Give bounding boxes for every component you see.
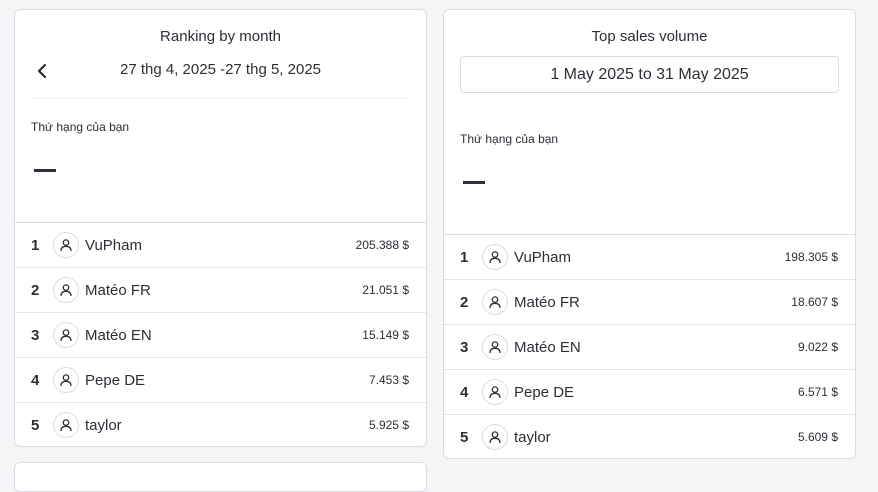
user-icon <box>60 374 72 387</box>
ranking-list: 1 VuPham 205.388 $ 2 Matéo FR 21.051 $ 3… <box>15 222 426 446</box>
table-row[interactable]: 2 Matéo FR 21.051 $ <box>15 268 426 313</box>
user-icon <box>489 341 501 354</box>
user-name: Pepe DE <box>85 371 146 389</box>
sales-amount: 15.149 $ <box>362 328 409 342</box>
user-name: VuPham <box>85 236 142 254</box>
top-sales-title: Top sales volume <box>591 28 708 45</box>
chevron-left-icon <box>37 63 47 79</box>
rank-number: 4 <box>460 383 469 401</box>
sales-amount: 5.925 $ <box>368 418 409 432</box>
table-row[interactable]: 1 VuPham 198.305 $ <box>444 235 855 280</box>
rank-number: 4 <box>31 371 40 389</box>
table-row[interactable]: 5 taylor 5.609 $ <box>444 415 855 458</box>
user-icon <box>60 284 72 297</box>
your-rank-value <box>463 181 485 184</box>
sales-amount: 21.051 $ <box>362 283 409 297</box>
user-name: taylor <box>85 416 122 434</box>
your-rank-value <box>34 169 56 172</box>
sales-amount: 18.607 $ <box>791 295 838 309</box>
sales-amount: 198.305 $ <box>784 250 838 264</box>
user-icon <box>489 296 501 309</box>
table-row[interactable]: 2 Matéo FR 18.607 $ <box>444 280 855 325</box>
avatar <box>482 334 508 360</box>
rank-number: 5 <box>460 428 469 446</box>
next-card <box>14 462 427 492</box>
user-icon <box>60 329 72 342</box>
user-name: taylor <box>514 428 551 446</box>
avatar <box>53 277 79 303</box>
user-icon <box>60 419 72 432</box>
rank-number: 5 <box>31 416 40 434</box>
your-rank-label: Thứ hạng của bạn <box>460 132 559 146</box>
user-name: Matéo EN <box>85 326 152 344</box>
rank-number: 2 <box>460 293 469 311</box>
avatar <box>53 367 79 393</box>
rank-number: 1 <box>460 248 469 266</box>
previous-month-button[interactable] <box>33 60 51 82</box>
avatar <box>53 412 79 438</box>
divider <box>31 98 410 99</box>
rank-number: 3 <box>460 338 469 356</box>
avatar <box>53 232 79 258</box>
user-icon <box>60 239 72 252</box>
table-row[interactable]: 3 Matéo EN 9.022 $ <box>444 325 855 370</box>
table-row[interactable]: 3 Matéo EN 15.149 $ <box>15 313 426 358</box>
avatar <box>482 379 508 405</box>
avatar <box>482 289 508 315</box>
table-row[interactable]: 4 Pepe DE 6.571 $ <box>444 370 855 415</box>
ranking-list: 1 VuPham 198.305 $ 2 Matéo FR 18.607 $ 3… <box>444 234 855 458</box>
sales-amount: 9.022 $ <box>797 340 838 354</box>
user-icon <box>489 386 501 399</box>
user-name: Pepe DE <box>514 383 575 401</box>
user-name: Matéo FR <box>85 281 151 299</box>
rank-number: 1 <box>31 236 40 254</box>
top-sales-volume-card: Top sales volume 1 May 2025 to 31 May 20… <box>443 9 856 459</box>
avatar <box>53 322 79 348</box>
your-rank-label: Thứ hạng của bạn <box>31 120 130 134</box>
table-row[interactable]: 5 taylor 5.925 $ <box>15 403 426 446</box>
avatar <box>482 424 508 450</box>
ranking-by-month-card: Ranking by month 27 thg 4, 2025 -27 thg … <box>14 9 427 447</box>
ranking-title: Ranking by month <box>160 28 281 45</box>
sales-amount: 6.571 $ <box>797 385 838 399</box>
sales-amount: 5.609 $ <box>797 430 838 444</box>
date-range: 27 thg 4, 2025 -27 thg 5, 2025 <box>120 61 321 78</box>
user-icon <box>489 431 501 444</box>
sales-amount: 205.388 $ <box>355 238 409 252</box>
rank-number: 3 <box>31 326 40 344</box>
date-range-picker[interactable]: 1 May 2025 to 31 May 2025 <box>460 56 839 93</box>
user-name: VuPham <box>514 248 571 266</box>
user-name: Matéo FR <box>514 293 580 311</box>
sales-amount: 7.453 $ <box>368 373 409 387</box>
table-row[interactable]: 1 VuPham 205.388 $ <box>15 223 426 268</box>
rank-number: 2 <box>31 281 40 299</box>
avatar <box>482 244 508 270</box>
user-icon <box>489 251 501 264</box>
table-row[interactable]: 4 Pepe DE 7.453 $ <box>15 358 426 403</box>
user-name: Matéo EN <box>514 338 581 356</box>
